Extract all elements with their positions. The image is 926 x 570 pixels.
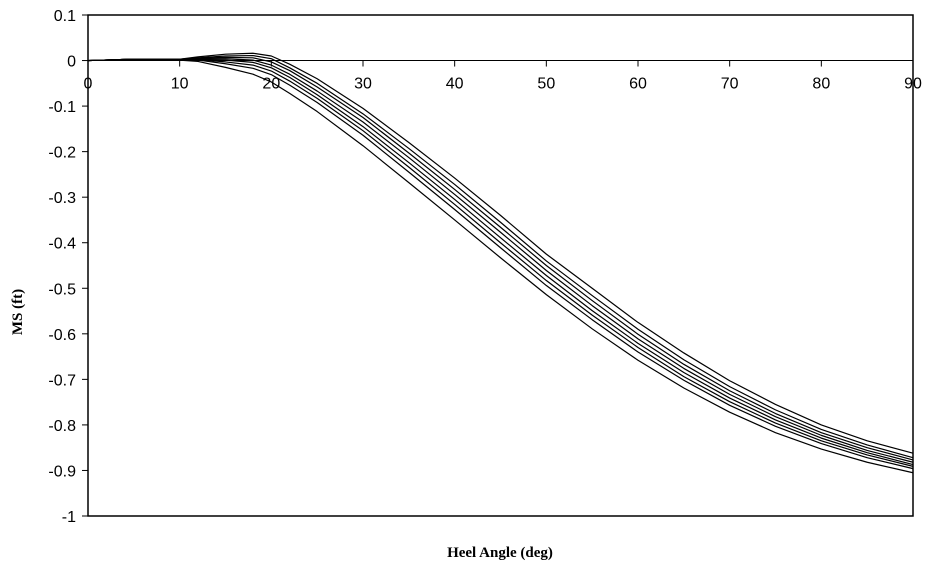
x-tick-label: 40 (446, 76, 464, 93)
series-line-8 (87, 58, 914, 474)
x-tick-label: 10 (171, 76, 189, 93)
y-tick-label: 0 (67, 54, 76, 71)
x-axis-title: Heel Angle (deg) (447, 545, 553, 561)
x-tick-label: 90 (904, 76, 922, 93)
x-tick-label: 50 (537, 76, 555, 93)
series-line-1 (87, 52, 914, 454)
y-tick-label: -0.2 (48, 145, 76, 162)
series-line-7 (87, 58, 914, 470)
y-tick-label: -0.5 (48, 281, 76, 298)
x-tick-label: 80 (812, 76, 830, 93)
y-tick-label: -0.3 (48, 190, 76, 207)
series-line-6 (87, 58, 914, 467)
y-tick-label: -0.1 (48, 99, 76, 116)
y-tick-label: 0.1 (54, 8, 76, 25)
series-line-5 (87, 58, 914, 466)
x-tick-label: 60 (629, 76, 647, 93)
y-tick-label: -0.7 (48, 372, 76, 389)
y-tick-label: -1 (62, 509, 76, 526)
y-tick-label: -0.8 (48, 418, 76, 435)
x-tick-label: 30 (354, 76, 372, 93)
series-line-4 (87, 58, 914, 463)
x-tick-label: 20 (262, 76, 280, 93)
series-line-3 (87, 56, 914, 461)
x-tick-label: 0 (84, 76, 93, 93)
series-line-2 (87, 54, 914, 459)
plot-area-frame (87, 14, 914, 517)
y-tick-label: -0.6 (48, 327, 76, 344)
x-tick-label: 70 (721, 76, 739, 93)
y-tick-label: -0.9 (48, 463, 76, 480)
y-tick-label: -0.4 (48, 236, 76, 253)
y-axis-title: MS (ft) (10, 289, 26, 335)
